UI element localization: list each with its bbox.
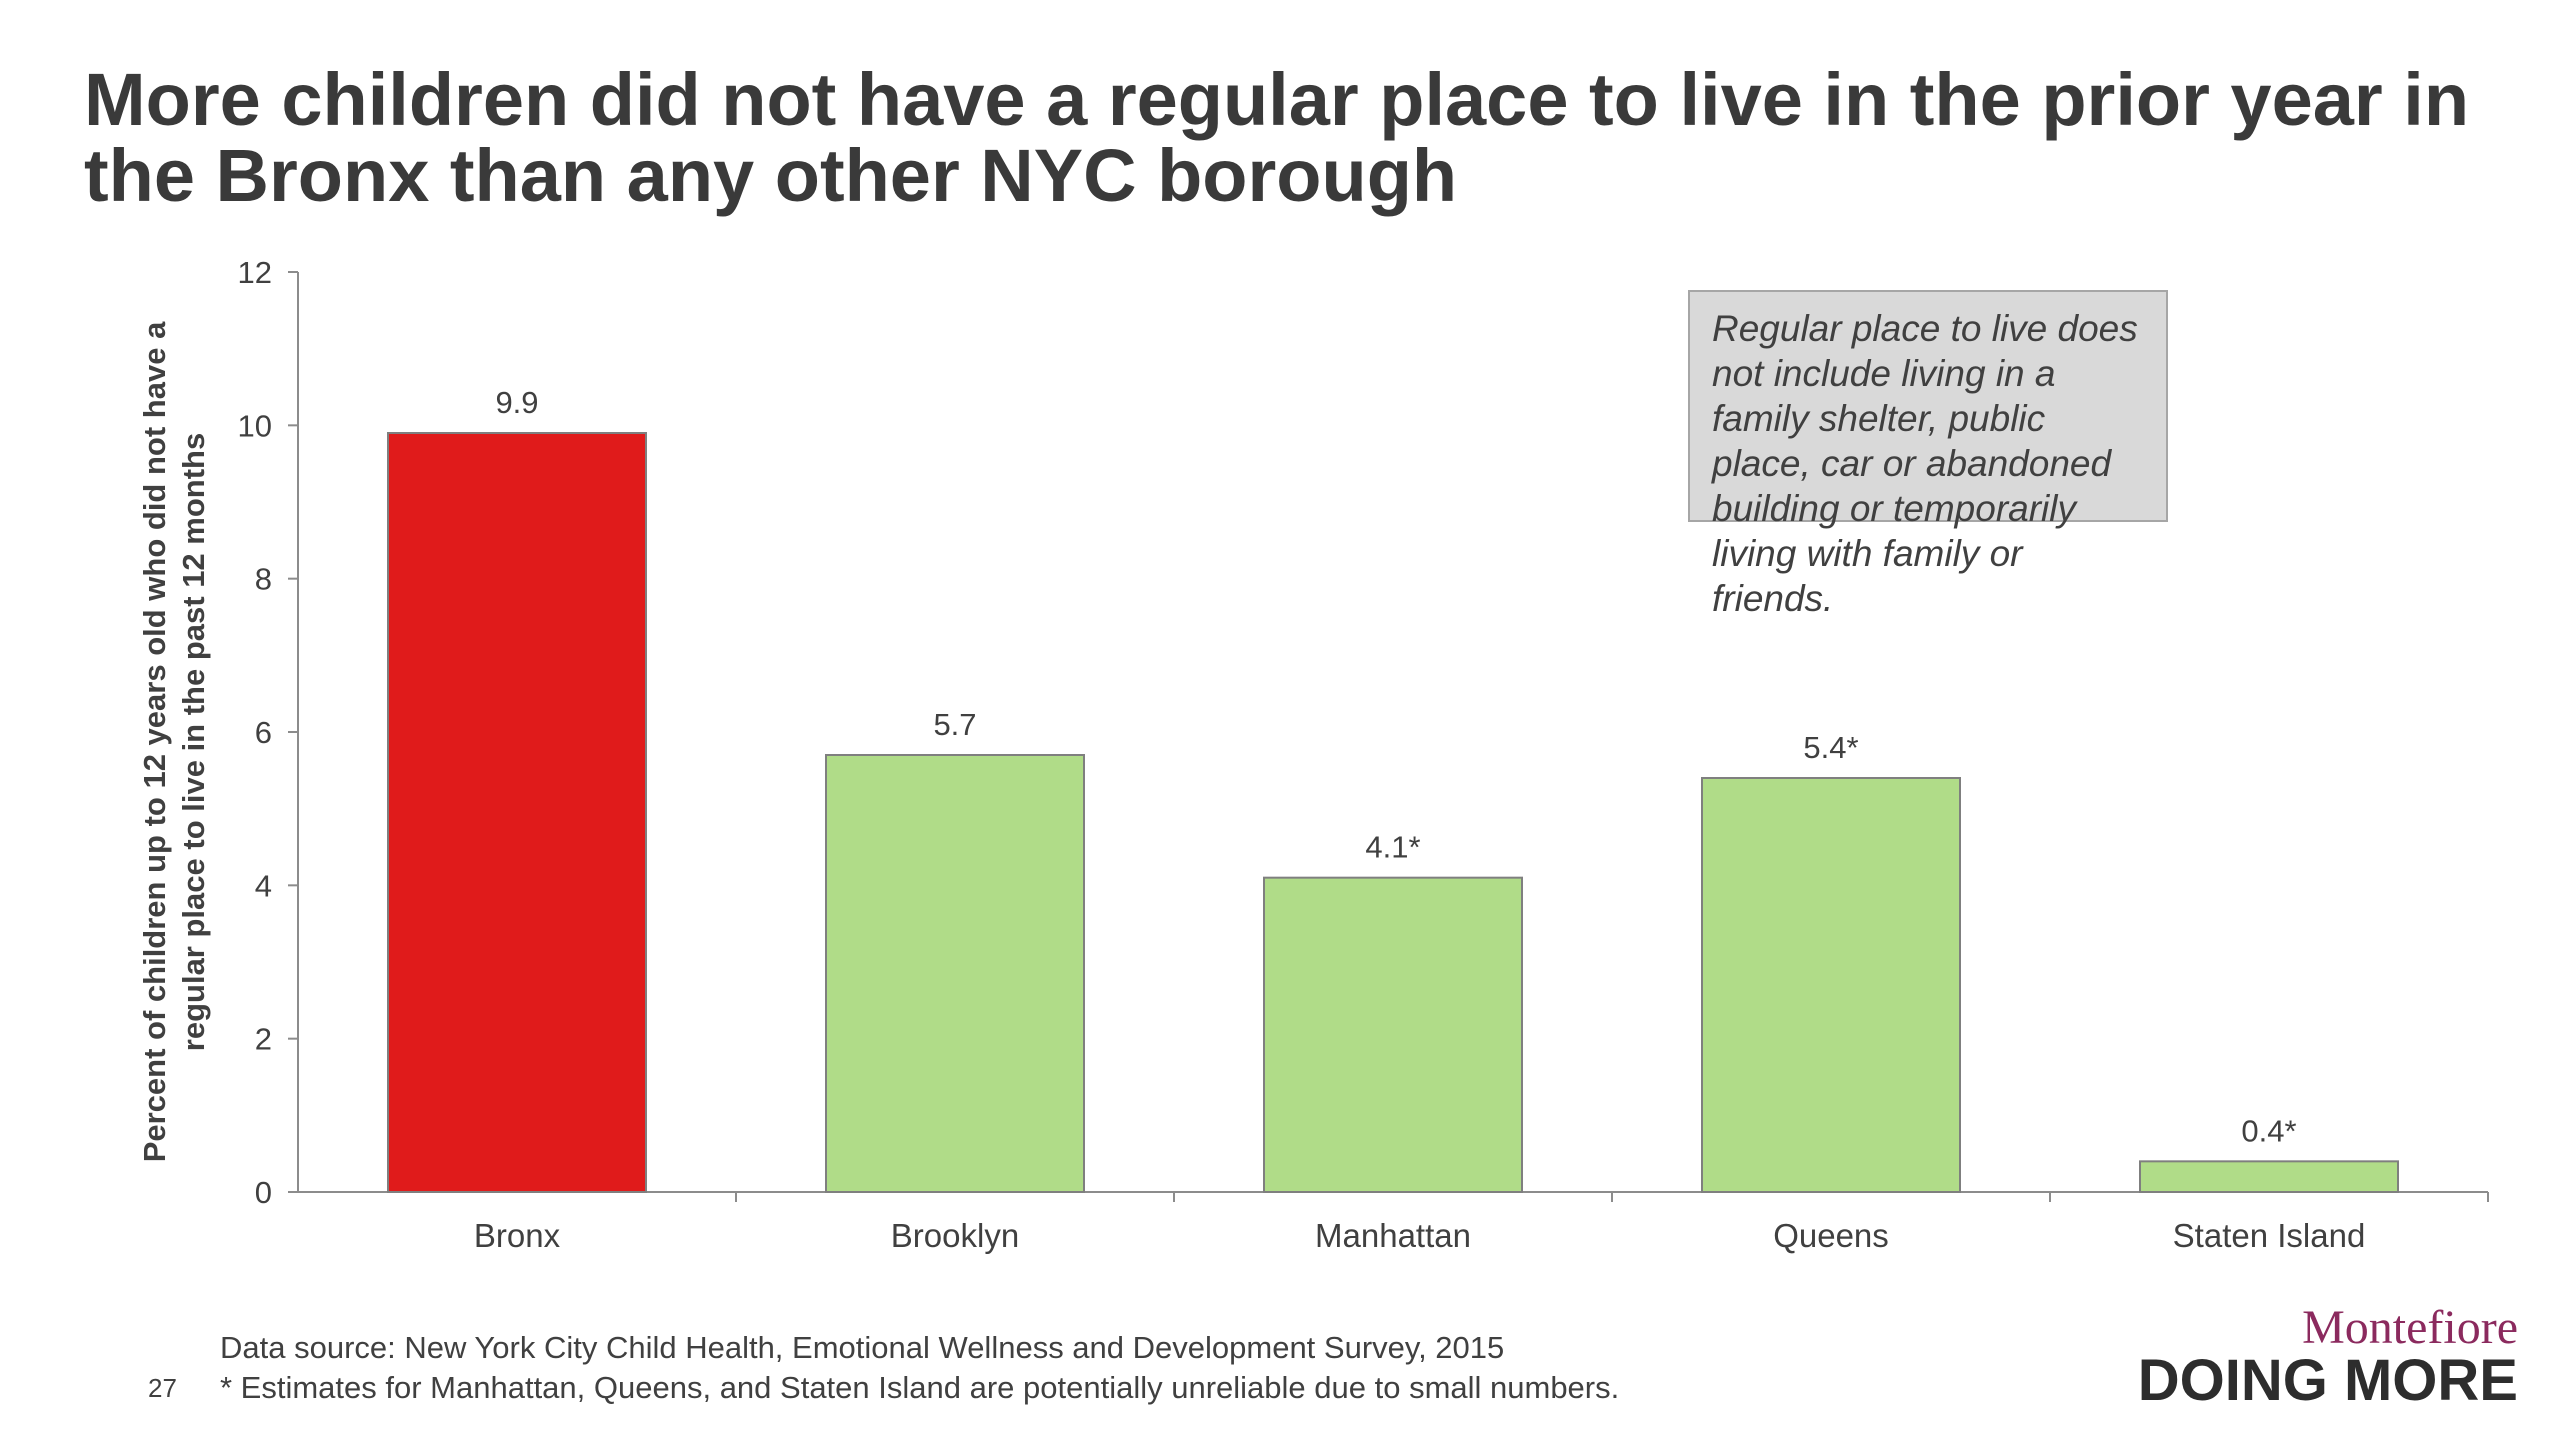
data-source-text: Data source: New York City Child Health,… — [220, 1330, 1505, 1365]
slide-title: More children did not have a regular pla… — [84, 58, 2470, 217]
y-tick-label: 6 — [255, 715, 272, 750]
bar-brooklyn — [825, 754, 1085, 1193]
y-tick-label: 8 — [255, 562, 272, 597]
data-label: 9.9 — [495, 385, 538, 420]
data-label: 5.7 — [933, 707, 976, 742]
x-tick-label: Brooklyn — [891, 1217, 1019, 1254]
bar-queens — [1701, 777, 1961, 1193]
y-axis-label: Percent of children up to 12 years old w… — [137, 321, 211, 1162]
page-number: 27 — [148, 1373, 177, 1403]
y-tick-label: 12 — [238, 255, 272, 290]
bar-chart: Percent of children up to 12 years old w… — [137, 255, 2489, 1254]
chart-bars — [387, 432, 2399, 1194]
definition-note-box: Regular place to live does not include l… — [1688, 290, 2168, 619]
data-label: 0.4* — [2241, 1113, 2296, 1148]
y-tick-label: 4 — [255, 868, 272, 903]
data-label: 5.4* — [1803, 730, 1858, 765]
footnote-text: * Estimates for Manhattan, Queens, and S… — [220, 1370, 1620, 1405]
y-axis-label-line-2: regular place to live in the past 12 mon… — [176, 433, 211, 1051]
y-tick-label: 0 — [255, 1175, 272, 1210]
y-tick-label: 2 — [255, 1022, 272, 1057]
x-tick-label: Staten Island — [2173, 1217, 2366, 1254]
montefiore-logo: Montefiore — [2302, 1301, 2518, 1354]
y-axis-ticks: 0 2 4 6 8 10 12 — [238, 255, 298, 1210]
x-tick-label: Manhattan — [1315, 1217, 1471, 1254]
chart-data-labels: 9.9 5.7 4.1* 5.4* 0.4* — [495, 385, 2296, 1148]
doing-more-tagline: DOING MORE — [2137, 1348, 2518, 1413]
data-label: 4.1* — [1365, 830, 1420, 865]
bar-staten-island — [2139, 1160, 2399, 1194]
x-axis-ticks: Bronx Brooklyn Manhattan Queens Staten Islan… — [474, 1217, 2365, 1254]
bar-manhattan — [1263, 876, 1523, 1194]
bar-bronx — [387, 432, 647, 1193]
x-tick-label: Bronx — [474, 1217, 561, 1254]
y-axis-label-line-1: Percent of children up to 12 years old w… — [137, 321, 172, 1162]
x-tick-label: Queens — [1773, 1217, 1889, 1254]
y-tick-label: 10 — [238, 408, 272, 443]
